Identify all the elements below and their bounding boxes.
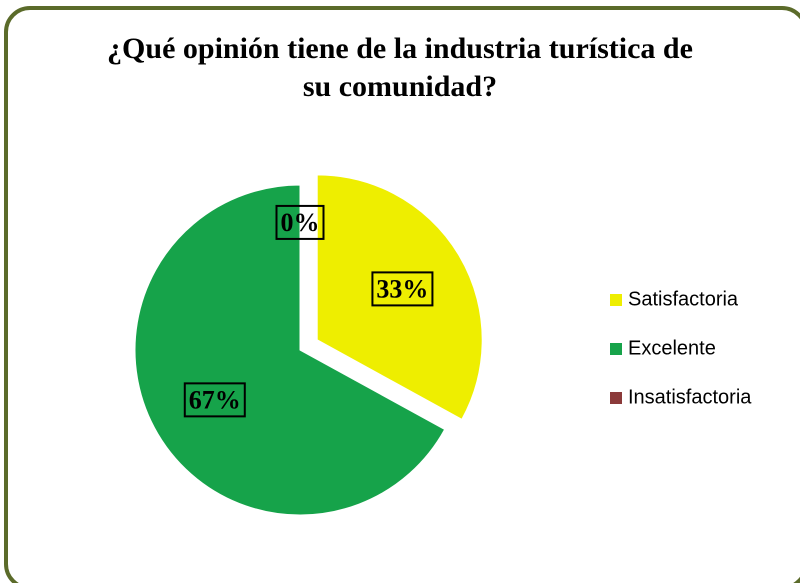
data-label: 0% xyxy=(281,208,320,237)
legend-label: Satisfactoria xyxy=(628,288,739,310)
legend-swatch xyxy=(610,294,622,306)
data-label-box xyxy=(183,382,246,418)
data-label: 67% xyxy=(189,385,241,414)
legend-label: Excelente xyxy=(628,337,716,359)
pie-slice xyxy=(316,174,483,420)
data-label: 33% xyxy=(376,274,428,303)
chart-title: ¿Qué opinión tiene de la industria turís… xyxy=(107,32,693,103)
data-label-box xyxy=(275,204,325,240)
legend-swatch xyxy=(610,392,622,404)
data-label-box xyxy=(371,271,434,307)
legend-label: Insatisfactoria xyxy=(628,386,752,408)
legend-swatch xyxy=(610,343,622,355)
pie-slice xyxy=(134,184,446,516)
